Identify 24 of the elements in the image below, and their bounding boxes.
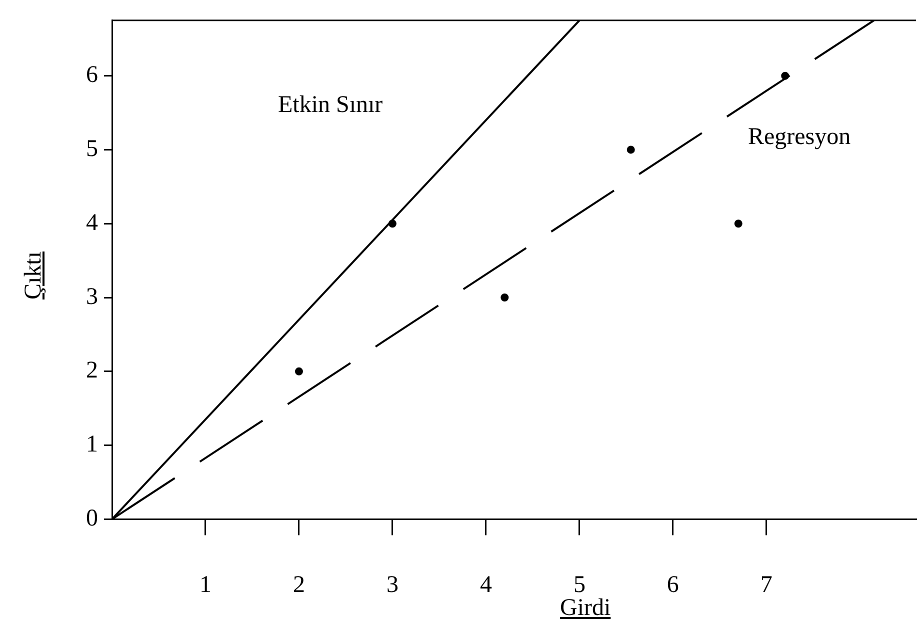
annotation: Regresyon [748,124,851,151]
y-tick-label: 1 [86,432,98,458]
annotation: Etkin Sınır [278,92,383,119]
y-tick-label: 4 [86,210,98,236]
point [500,294,509,302]
point [781,72,790,80]
y-tick-label: 2 [86,358,98,384]
point [294,367,303,376]
x-tick-label: 1 [199,572,212,598]
y-tick-label: 0 [86,505,98,532]
y-tick-label: 6 [86,62,98,88]
x-tick-label: 7 [760,572,772,598]
y-tick-label: 5 [86,136,98,162]
x-tick-label: 5 [573,572,586,598]
y-axis-title: Çıktı [20,251,48,300]
x-tick-label: 3 [386,572,398,598]
point [388,220,396,228]
point [626,146,635,154]
x-tick-label: 2 [292,572,305,598]
x-axis-title: Girdi [560,595,611,622]
point [734,220,742,228]
x-tick-label: 6 [666,572,679,598]
y-tick-label: 3 [86,284,98,310]
x-tick-label: 4 [480,572,492,598]
